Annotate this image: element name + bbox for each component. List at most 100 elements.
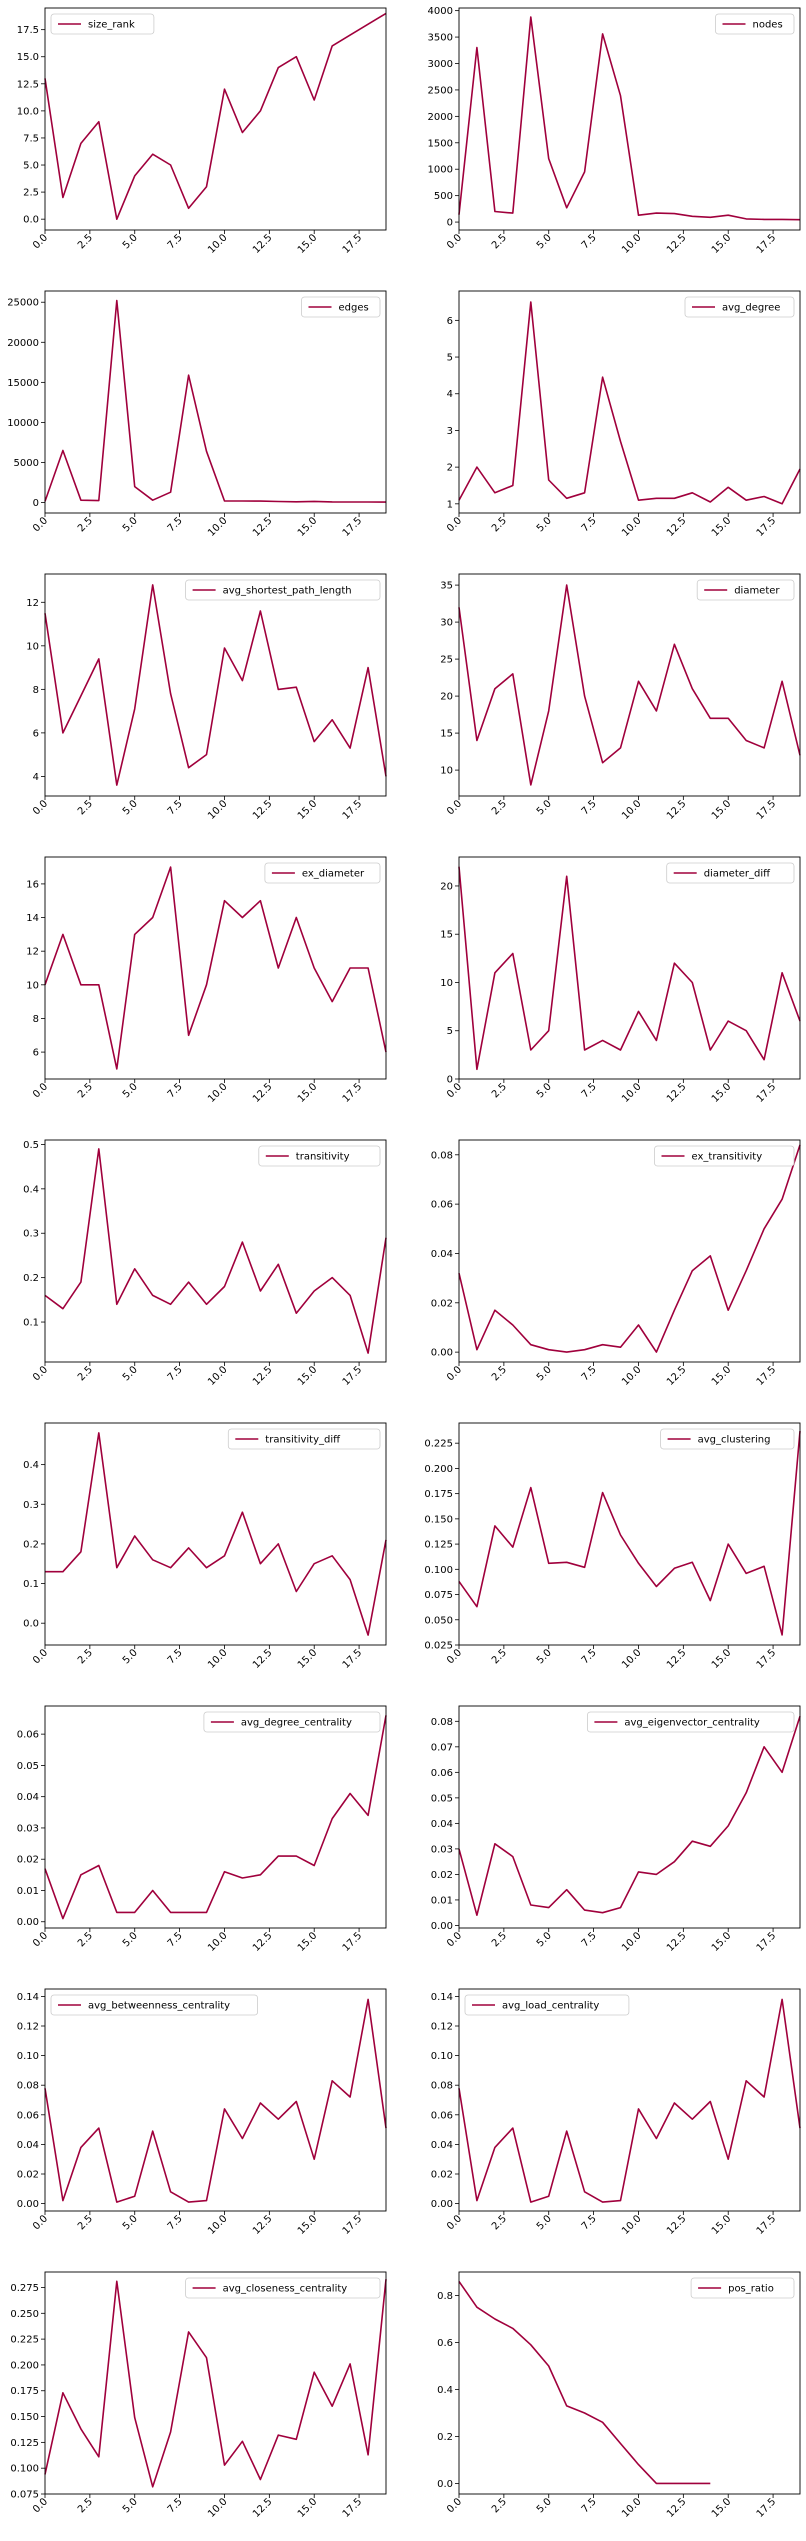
x-tick-label: 12.5 bbox=[251, 2496, 275, 2520]
x-tick-label: 5.0 bbox=[535, 1930, 554, 1949]
y-tick-label: 0.12 bbox=[17, 2022, 39, 2033]
y-tick-label: 5000 bbox=[14, 458, 39, 469]
legend-label: avg_betweenness_centrality bbox=[88, 2001, 230, 2012]
legend-label: avg_eigenvector_centrality bbox=[624, 1718, 760, 1729]
y-tick-label: 0.04 bbox=[17, 2140, 39, 2151]
x-tick-label: 17.5 bbox=[755, 515, 779, 539]
x-tick-label: 10.0 bbox=[620, 2213, 644, 2237]
x-tick-label: 0.0 bbox=[31, 1930, 50, 1949]
x-tick-label: 10.0 bbox=[206, 1081, 230, 1105]
axes-frame bbox=[44, 1139, 387, 1363]
y-tick-label: 0.08 bbox=[431, 1150, 453, 1161]
y-tick-label: 17.5 bbox=[17, 25, 39, 36]
legend-label: avg_clustering bbox=[698, 1435, 771, 1446]
y-tick-label: 0.01 bbox=[17, 1886, 39, 1897]
y-tick-label: 0.050 bbox=[424, 1615, 453, 1626]
x-tick-label: 12.5 bbox=[665, 515, 689, 539]
axes-frame bbox=[458, 1705, 801, 1929]
x-tick-label: 7.5 bbox=[166, 2213, 185, 2232]
axes-frame bbox=[44, 290, 387, 514]
x-tick-label: 15.0 bbox=[710, 798, 734, 822]
y-tick-label: 0.00 bbox=[17, 1917, 39, 1928]
y-tick-label: 5.0 bbox=[23, 161, 39, 172]
y-tick-label: 0.250 bbox=[10, 2309, 39, 2320]
x-tick-label: 7.5 bbox=[166, 515, 185, 534]
x-tick-label: 0.0 bbox=[31, 1081, 50, 1100]
y-tick-label: 0.225 bbox=[424, 1439, 453, 1450]
x-tick-label: 10.0 bbox=[620, 798, 644, 822]
y-tick-label: 0 bbox=[447, 1075, 453, 1086]
y-tick-label: 0.100 bbox=[424, 1565, 453, 1576]
y-tick-label: 0.00 bbox=[431, 1348, 453, 1359]
axes-frame bbox=[44, 573, 387, 797]
y-tick-label: 0.00 bbox=[431, 1921, 453, 1932]
x-tick-label: 5.0 bbox=[535, 1364, 554, 1383]
x-tick-label: 12.5 bbox=[251, 515, 275, 539]
x-tick-label: 5.0 bbox=[535, 1081, 554, 1100]
chart-pos_ratio: 0.0 0.2 0.4 0.6 0.8 0.0 2.5 5.0 7.5 10.0 12.5 15.0 1… bbox=[437, 2271, 801, 2520]
x-tick-label: 17.5 bbox=[755, 1364, 779, 1388]
y-tick-label: 20 bbox=[440, 692, 453, 703]
y-tick-label: 0.0 bbox=[23, 215, 39, 226]
y-tick-label: 0.4 bbox=[23, 1460, 39, 1471]
legend-label: ex_transitivity bbox=[692, 1152, 763, 1163]
axes-frame bbox=[458, 1139, 801, 1363]
y-tick-label: 4000 bbox=[428, 6, 453, 17]
y-tick-label: 4 bbox=[33, 772, 39, 783]
x-tick-label: 12.5 bbox=[251, 1081, 275, 1105]
x-tick-label: 12.5 bbox=[665, 1364, 689, 1388]
series-line-edges bbox=[44, 299, 387, 503]
x-tick-label: 10.0 bbox=[206, 2213, 230, 2237]
y-tick-label: 0.175 bbox=[10, 2386, 39, 2397]
chart-transitivity_diff: 0.0 0.1 0.2 0.3 0.4 0.0 2.5 5.0 7.5 10.0 12.5 15.0 1… bbox=[23, 1422, 387, 1671]
x-tick-label: 2.5 bbox=[76, 1930, 95, 1949]
y-tick-label: 15000 bbox=[7, 378, 39, 389]
x-tick-label: 15.0 bbox=[710, 232, 734, 256]
x-tick-label: 7.5 bbox=[580, 2213, 599, 2232]
y-tick-label: 30 bbox=[440, 618, 453, 629]
axes-frame bbox=[44, 856, 387, 1080]
x-tick-label: 12.5 bbox=[251, 798, 275, 822]
y-tick-label: 16 bbox=[26, 879, 39, 890]
x-tick-label: 0.0 bbox=[445, 1930, 464, 1949]
x-tick-label: 2.5 bbox=[490, 2213, 509, 2232]
x-tick-label: 5.0 bbox=[121, 1647, 140, 1666]
series-line-diameter_diff bbox=[458, 866, 801, 1071]
chart-diameter: 10 15 20 25 30 35 0.0 2.5 5.0 7.5 10.0 12.5 15.0 17.5… bbox=[440, 573, 801, 822]
x-tick-label: 17.5 bbox=[341, 1647, 365, 1671]
series-line-avg_shortest_path_length bbox=[44, 584, 387, 786]
x-tick-label: 15.0 bbox=[296, 2496, 320, 2520]
chart-edges: 0 5000 10000 15000 20000 25000 0.0 2.5 5.0 7.5 10.… bbox=[7, 290, 387, 539]
y-tick-label: 1000 bbox=[428, 165, 453, 176]
y-tick-label: 0.10 bbox=[17, 2051, 39, 2062]
y-tick-label: 6 bbox=[33, 728, 39, 739]
x-tick-label: 7.5 bbox=[580, 1647, 599, 1666]
x-tick-label: 0.0 bbox=[445, 2496, 464, 2515]
y-tick-label: 0.150 bbox=[10, 2412, 39, 2423]
x-tick-label: 2.5 bbox=[490, 798, 509, 817]
x-tick-label: 2.5 bbox=[490, 1364, 509, 1383]
chart-avg_degree_centrality: 0.00 0.01 0.02 0.03 0.04 0.05 0.06 0.0 2.5 5.0 7.5… bbox=[17, 1705, 387, 1954]
x-tick-label: 17.5 bbox=[755, 1647, 779, 1671]
x-tick-label: 2.5 bbox=[76, 515, 95, 534]
x-tick-label: 0.0 bbox=[31, 515, 50, 534]
x-tick-label: 17.5 bbox=[755, 1930, 779, 1954]
x-tick-label: 17.5 bbox=[341, 232, 365, 256]
legend: pos_ratio bbox=[690, 2277, 795, 2299]
chart-avg_eigenvector_centrality: 0.00 0.01 0.02 0.03 0.04 0.05 0.06 0.07 0.08 0.0 2… bbox=[431, 1705, 801, 1954]
x-tick-label: 17.5 bbox=[755, 232, 779, 256]
x-tick-label: 7.5 bbox=[166, 1081, 185, 1100]
x-tick-label: 17.5 bbox=[755, 1081, 779, 1105]
chart-ex_transitivity: 0.00 0.02 0.04 0.06 0.08 0.0 2.5 5.0 7.5 10.0 12.5… bbox=[431, 1139, 801, 1388]
legend-label: avg_degree bbox=[722, 303, 780, 314]
x-tick-label: 17.5 bbox=[341, 1081, 365, 1105]
y-tick-label: 10000 bbox=[7, 418, 39, 429]
y-tick-label: 0.04 bbox=[17, 1792, 39, 1803]
x-tick-label: 7.5 bbox=[580, 1081, 599, 1100]
y-tick-label: 15 bbox=[440, 729, 453, 740]
x-tick-label: 12.5 bbox=[665, 1930, 689, 1954]
x-tick-label: 7.5 bbox=[166, 1930, 185, 1949]
series-line-avg_load_centrality bbox=[458, 1998, 801, 2203]
